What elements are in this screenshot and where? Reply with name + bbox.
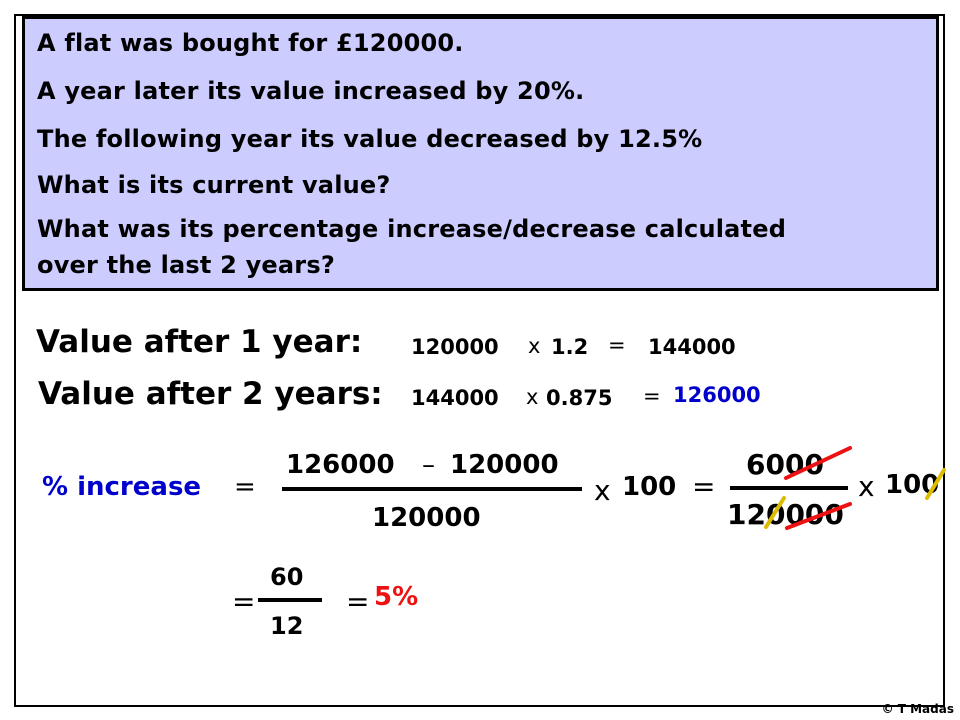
slash-denominator (764, 496, 786, 529)
fraction-line-3 (258, 598, 322, 602)
fraction-line-1 (282, 487, 582, 491)
denominator-1: 120000 (372, 503, 481, 533)
year2-start-value: 144000 (411, 386, 499, 410)
numerator-a: 126000 (286, 450, 395, 480)
equals-4: = (346, 585, 370, 618)
denominator-3: 12 (270, 612, 304, 640)
numerator-b: 120000 (450, 450, 559, 480)
percent-equals: = (234, 472, 256, 502)
hundred-1: 100 (622, 472, 677, 502)
slash-hundred (925, 468, 946, 500)
year2-times: x (526, 385, 539, 409)
question-line-1: A flat was bought for £120000. (37, 29, 464, 57)
numerator-minus: – (422, 450, 435, 480)
numerator-3: 60 (270, 563, 304, 591)
question-line-2: A year later its value increased by 20%. (37, 77, 585, 105)
strike-numerator (784, 446, 852, 480)
percent-increase-label: % increase (42, 472, 202, 502)
year1-result: 144000 (648, 335, 736, 359)
fraction-line-2 (730, 486, 848, 490)
times-2: x (858, 470, 875, 503)
year1-equals: = (608, 333, 626, 357)
year1-start-value: 120000 (411, 335, 499, 359)
question-line-6: over the last 2 years? (37, 251, 335, 279)
page-frame (14, 14, 945, 707)
question-line-3: The following year its value decreased b… (37, 125, 703, 153)
times-1: x (594, 474, 611, 507)
question-line-5: What was its percentage increase/decreas… (37, 215, 787, 243)
final-answer: 5% (374, 582, 419, 612)
year2-multiplier: 0.875 (546, 386, 613, 410)
year1-multiplier: 1.2 (551, 335, 589, 359)
year2-equals: = (643, 384, 661, 408)
year1-times: x (528, 334, 541, 358)
equals-3: = (232, 585, 256, 618)
year2-label: Value after 2 years: (38, 376, 383, 412)
question-line-4: What is its current value? (37, 171, 391, 199)
equals-2: = (692, 470, 716, 503)
year1-label: Value after 1 year: (36, 324, 363, 360)
year2-result: 126000 (673, 383, 761, 407)
copyright-notice: © T Madas (881, 702, 954, 716)
question-box: A flat was bought for £120000. A year la… (22, 16, 939, 291)
strike-denominator (785, 502, 852, 530)
